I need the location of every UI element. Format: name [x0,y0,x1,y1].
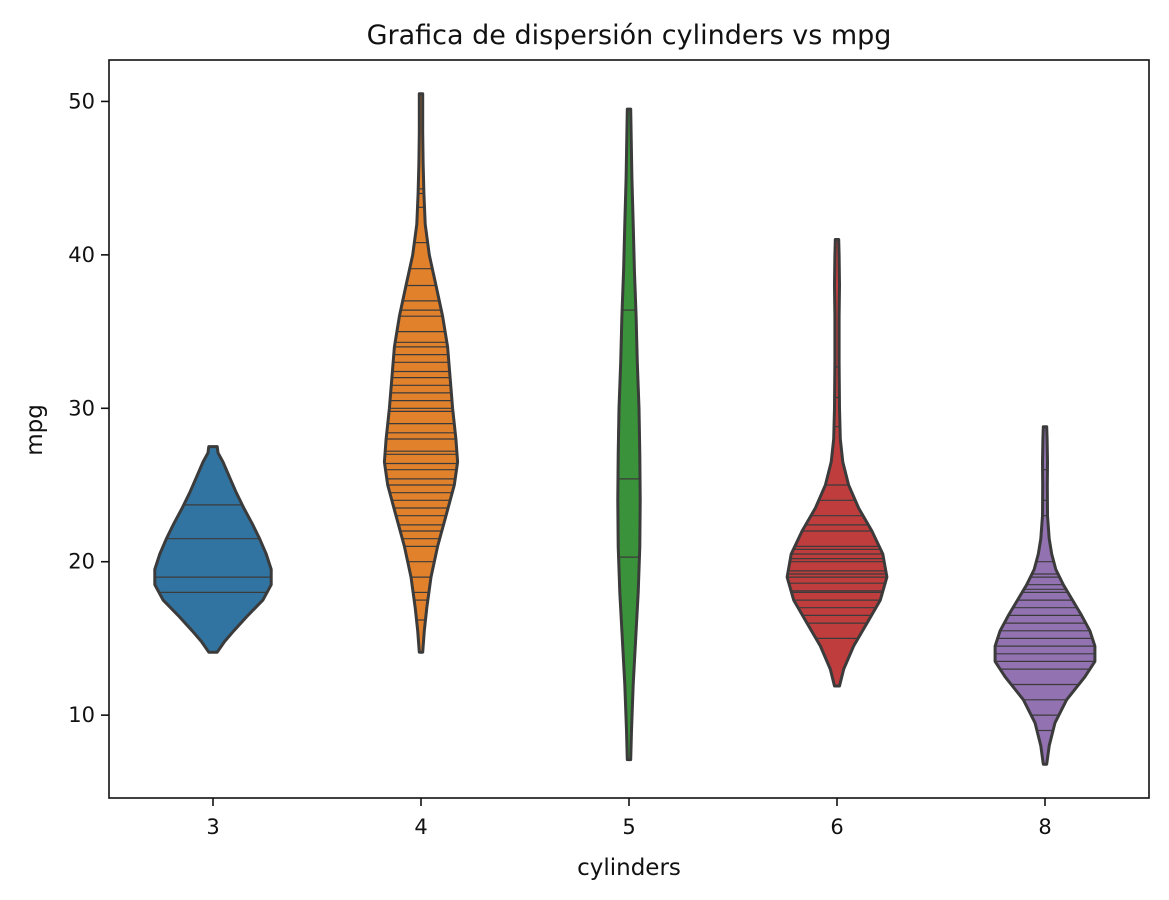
x-tick-label: 4 [414,815,427,839]
y-tick-label: 40 [68,243,95,267]
y-tick-label: 30 [68,396,95,420]
y-tick-label: 20 [68,550,95,574]
violin-8 [993,425,1097,766]
chart-title: Grafica de dispersión cylinders vs mpg [367,20,892,51]
x-axis: 3 4 5 6 8 [206,798,1052,839]
violin-body-4 [382,92,460,654]
violin-5 [616,107,642,762]
x-tick-label: 6 [830,815,843,839]
y-axis-label: mpg [22,404,48,456]
x-tick-label: 8 [1038,815,1051,839]
x-tick-label: 5 [622,815,635,839]
x-tick-label: 3 [206,815,219,839]
violin-3 [153,445,273,654]
violin-4 [382,92,460,654]
violin-body-6 [785,238,889,688]
violin-body-8 [993,425,1097,766]
violin-body-3 [153,445,273,654]
violin-6 [785,238,889,688]
violin-body-5 [616,107,642,762]
violins-layer [153,92,1097,766]
y-tick-label: 50 [68,89,95,113]
y-axis: 10 20 30 40 50 [68,89,109,727]
x-axis-label: cylinders [577,855,681,881]
y-tick-label: 10 [68,703,95,727]
